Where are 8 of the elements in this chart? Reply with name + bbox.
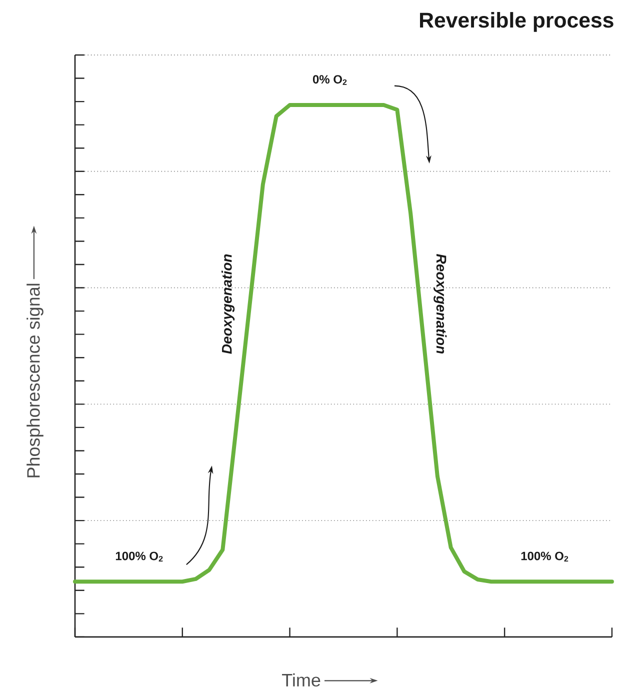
chart-title: Reversible process — [420, 12, 614, 32]
y-axis-title: Phosphorescence signal — [26, 284, 44, 478]
x-axis-title: Time — [282, 673, 320, 687]
annotation: Reoxygenation — [434, 254, 447, 354]
annotation: Deoxygenation — [222, 254, 235, 354]
text: 0% O$_{2}$ — [312, 75, 347, 85]
annotation: 100% O$_{2}$ — [116, 552, 163, 562]
annotation: 100% O$_{2}$ — [521, 552, 568, 562]
